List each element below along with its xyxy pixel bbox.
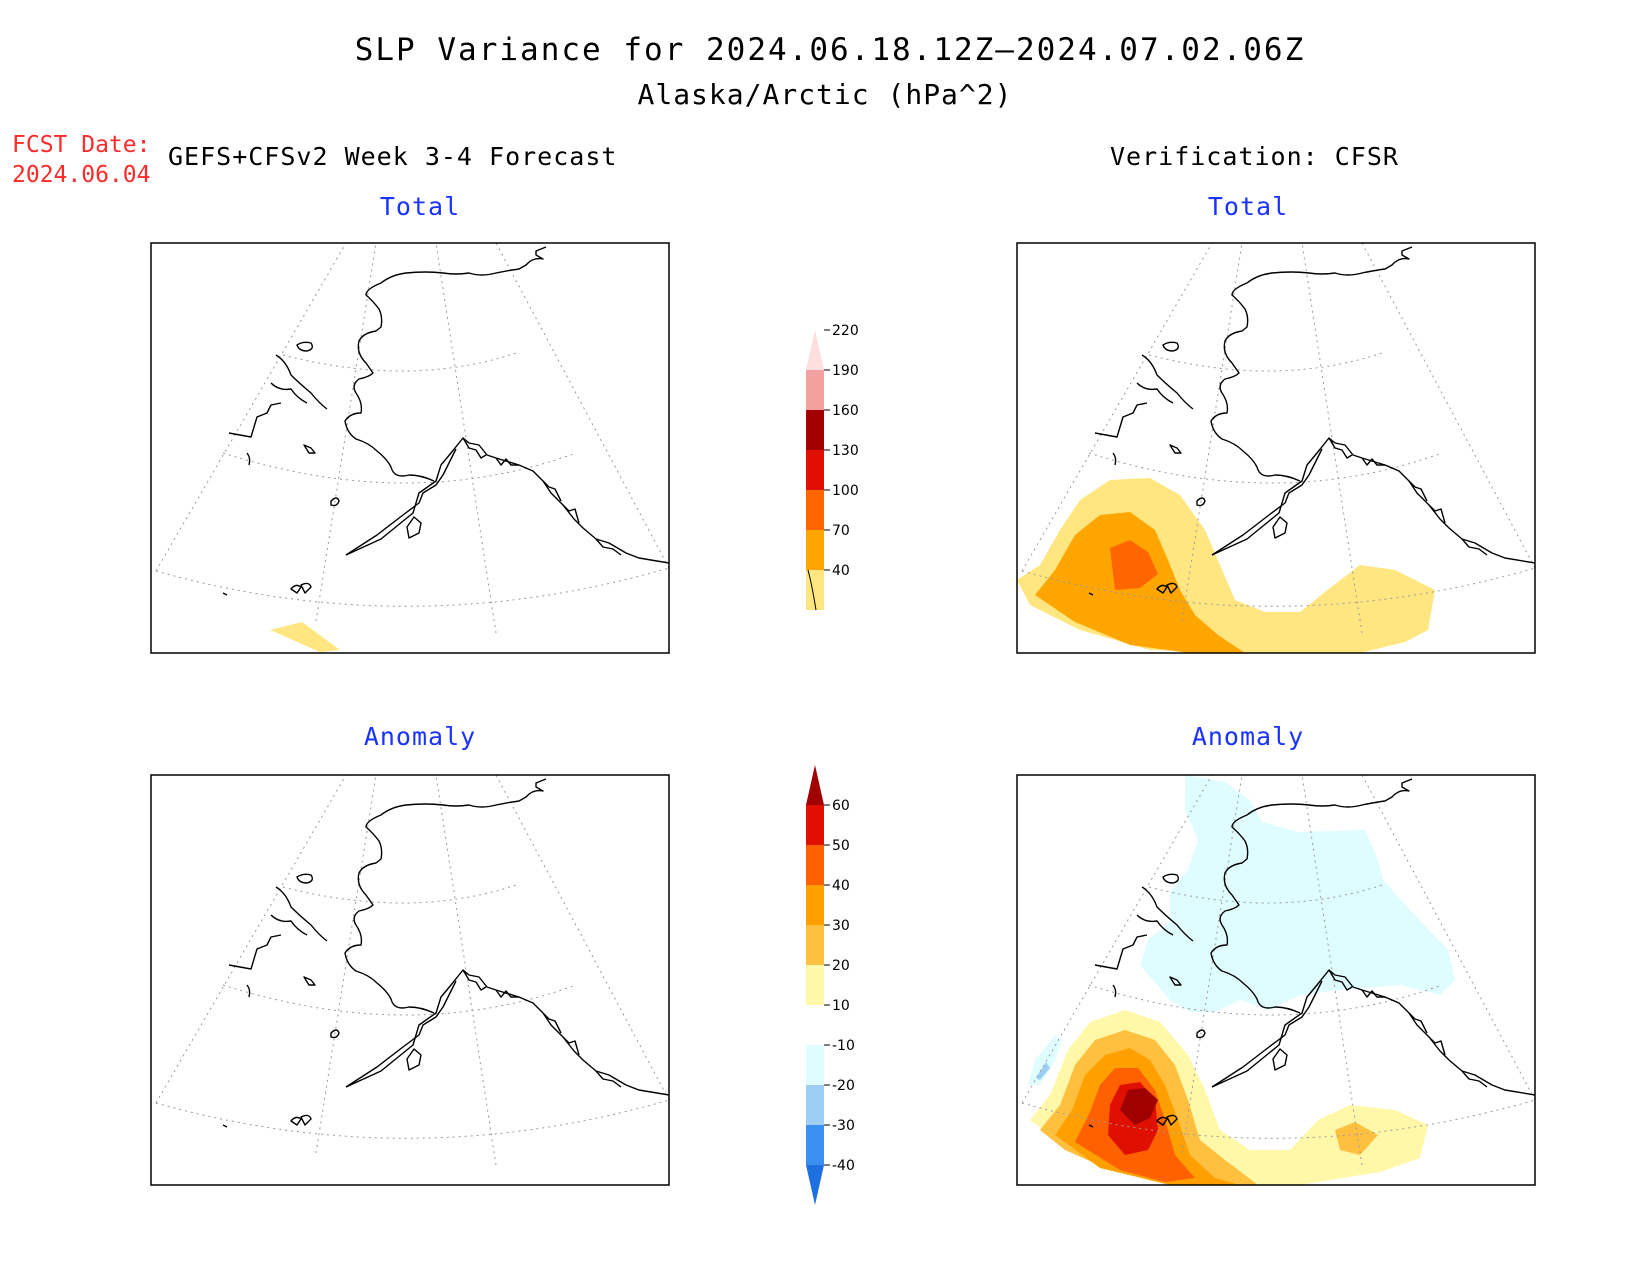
contour-fill-neg10-neg20 xyxy=(1028,1035,1062,1085)
map-forecast-anomaly xyxy=(150,774,670,1186)
forecast-heading: GEFS+CFSv2 Week 3-4 Forecast xyxy=(168,142,618,171)
map-frame xyxy=(150,242,670,654)
colorbar-label: -10 xyxy=(832,1038,855,1054)
colorbar-tail xyxy=(807,569,817,611)
panel-title-verification-total: Total xyxy=(1207,192,1289,221)
colorbar-label: 40 xyxy=(832,563,850,579)
map-forecast-total xyxy=(150,242,670,654)
colorbar-label: -20 xyxy=(832,1078,855,1094)
colorbar-swatch xyxy=(806,1085,824,1125)
colorbar-label: 10 xyxy=(832,998,850,1014)
colorbar-label: 190 xyxy=(832,363,859,379)
colorbar-swatch xyxy=(806,925,824,965)
colorbar-swatch xyxy=(806,965,824,1005)
colorbar-anomaly: -40 -30 -20 -10 10 20 30 40 50 60 xyxy=(806,765,855,1205)
contour-fill-40-70 xyxy=(270,622,340,652)
colorbar-swatch xyxy=(806,530,824,570)
colorbar-label: 220 xyxy=(832,323,859,339)
panel-title-forecast-anomaly: Anomaly xyxy=(363,722,477,751)
colorbar-swatch xyxy=(806,370,824,410)
colorbar-label: 160 xyxy=(832,403,859,419)
colorbar-label: 100 xyxy=(832,483,859,499)
colorbar-swatch xyxy=(806,1005,824,1045)
contour-fill-over-60 xyxy=(1120,1088,1158,1125)
verification-heading: Verification: CFSR xyxy=(1110,142,1399,171)
map-verification-anomaly xyxy=(1016,774,1536,1186)
colorbar-swatch xyxy=(806,765,824,805)
panel-title-forecast-total: Total xyxy=(379,192,461,221)
contour-fill-100-130 xyxy=(1110,540,1158,590)
colorbar-label: 60 xyxy=(832,798,850,814)
colorbar-swatch xyxy=(806,450,824,490)
colorbar-label: 30 xyxy=(832,918,850,934)
contour-fill-neg20-neg30 xyxy=(1036,1062,1050,1080)
colorbar-label: 70 xyxy=(832,523,850,539)
colorbar-swatch xyxy=(806,1045,824,1085)
colorbar-label: -30 xyxy=(832,1118,855,1134)
map-frame xyxy=(1016,242,1536,654)
map-verification-total xyxy=(1016,242,1536,654)
panel-title-verification-anomaly: Anomaly xyxy=(1191,722,1305,751)
map-frame xyxy=(1016,774,1536,1186)
colorbar-label: -40 xyxy=(832,1158,855,1174)
colorbar-label: 50 xyxy=(832,838,850,854)
main-title: SLP Variance for 2024.06.18.12Z—2024.07.… xyxy=(354,32,1306,68)
contour-fill-neg10-neg20 xyxy=(1140,775,1455,1012)
fcst-date: 2024.06.04 xyxy=(12,162,151,188)
fcst-label: FCST Date: xyxy=(12,132,151,158)
colorbar-swatch xyxy=(806,845,824,885)
map-frame xyxy=(150,774,670,1186)
colorbar-label: 20 xyxy=(832,958,850,974)
colorbar-label: 40 xyxy=(832,878,850,894)
contour-fill-20-30 xyxy=(1335,1122,1378,1155)
colorbar-label: 130 xyxy=(832,443,859,459)
colorbar-swatch xyxy=(806,490,824,530)
colorbar-swatch xyxy=(806,1165,824,1205)
colorbar-total: 40 70 100 130 160 190 220 xyxy=(806,323,859,611)
colorbar-swatch xyxy=(806,885,824,925)
main-subtitle: Alaska/Arctic (hPa^2) xyxy=(637,78,1013,111)
colorbar-swatch xyxy=(806,1125,824,1165)
colorbar-swatch xyxy=(806,805,824,845)
colorbar-swatch xyxy=(806,330,824,370)
colorbar-swatch xyxy=(806,410,824,450)
